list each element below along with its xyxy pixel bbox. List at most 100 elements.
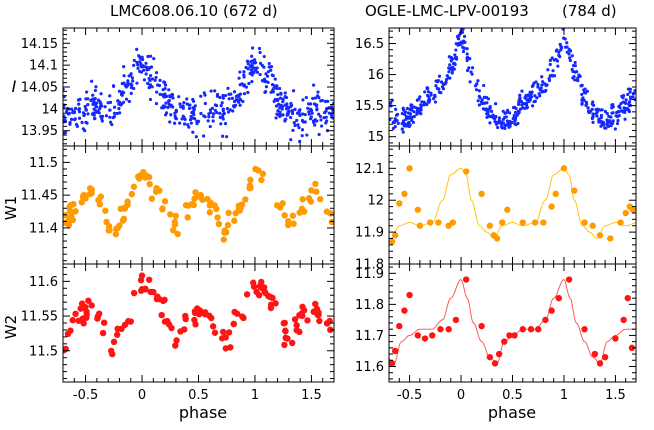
data-point [551,69,555,73]
data-point [63,130,68,134]
data-point [444,80,448,84]
data-point [486,107,491,111]
data-point [158,78,162,83]
data-point [580,92,584,97]
data-point [295,118,299,122]
data-point [458,43,463,47]
data-point [393,124,397,129]
data-point [207,115,211,119]
data-point [435,219,442,226]
data-point [292,120,296,125]
data-point [327,111,331,115]
data-point [140,57,145,62]
data-point [145,276,153,283]
data-point [491,116,495,120]
data-point [99,92,103,96]
data-point [281,104,285,109]
data-point [425,87,429,91]
data-point [313,188,320,195]
data-point [391,347,399,355]
data-point [289,115,293,120]
row-label-i: I [12,77,17,96]
data-point [83,104,87,109]
data-point [310,111,314,115]
data-point [475,82,479,86]
data-point [93,97,97,101]
data-point [584,102,589,106]
data-point [470,66,475,70]
data-point [209,323,217,330]
data-point [452,316,460,324]
data-point [275,112,279,116]
data-point [153,184,160,192]
data-point [250,54,254,58]
data-point [324,121,328,125]
data-point [516,121,520,126]
data-point [396,121,400,125]
data-point [213,108,217,112]
data-point [114,325,121,333]
data-point [207,112,211,116]
data-point [107,347,115,355]
data-point [454,42,458,46]
data-point [223,122,228,126]
data-point [92,116,97,121]
data-point [289,212,297,219]
data-point [222,334,229,341]
data-point [221,107,225,111]
y-tick-label: 11.7 [355,329,384,344]
data-point [281,341,288,349]
data-point [585,89,589,93]
data-point [594,108,599,112]
data-point [511,116,515,121]
data-point [489,109,494,113]
data-point [323,320,331,327]
data-point [503,126,507,131]
data-point [215,94,220,98]
data-point [486,97,490,101]
data-point [119,92,124,97]
data-point [154,75,158,80]
left-period: (672 d) [223,2,278,20]
data-point [296,312,303,319]
data-point [231,308,238,316]
data-point [211,329,219,336]
data-point [171,96,175,100]
data-point [449,56,453,60]
data-point [94,105,99,109]
data-point [149,54,153,58]
data-point [247,81,251,86]
data-point [300,134,304,138]
data-point [317,195,324,203]
x-tick-label: 0.5 [188,388,209,403]
data-point [571,64,576,68]
data-point [540,83,544,87]
data-point [616,118,620,123]
data-point [518,96,522,100]
data-point [433,93,437,97]
data-point [290,111,295,116]
data-point [274,116,278,120]
data-point [598,120,603,124]
data-point [130,289,138,297]
data-point [628,344,636,352]
data-point [67,111,71,115]
data-point [305,195,313,202]
data-point [214,214,221,221]
data-point [262,77,267,81]
data-point [546,68,550,72]
data-point [448,63,452,67]
x-label-right: phase [488,403,536,422]
data-point [277,102,281,106]
y-tick-label: 14.1 [29,59,58,74]
data-point [236,207,243,214]
data-point [94,85,98,89]
data-point [98,100,102,104]
data-point [406,165,413,172]
data-point [147,288,154,296]
data-point [565,276,573,283]
data-point [498,120,502,124]
data-point [82,303,89,311]
data-point [290,220,297,227]
data-point [610,106,614,110]
